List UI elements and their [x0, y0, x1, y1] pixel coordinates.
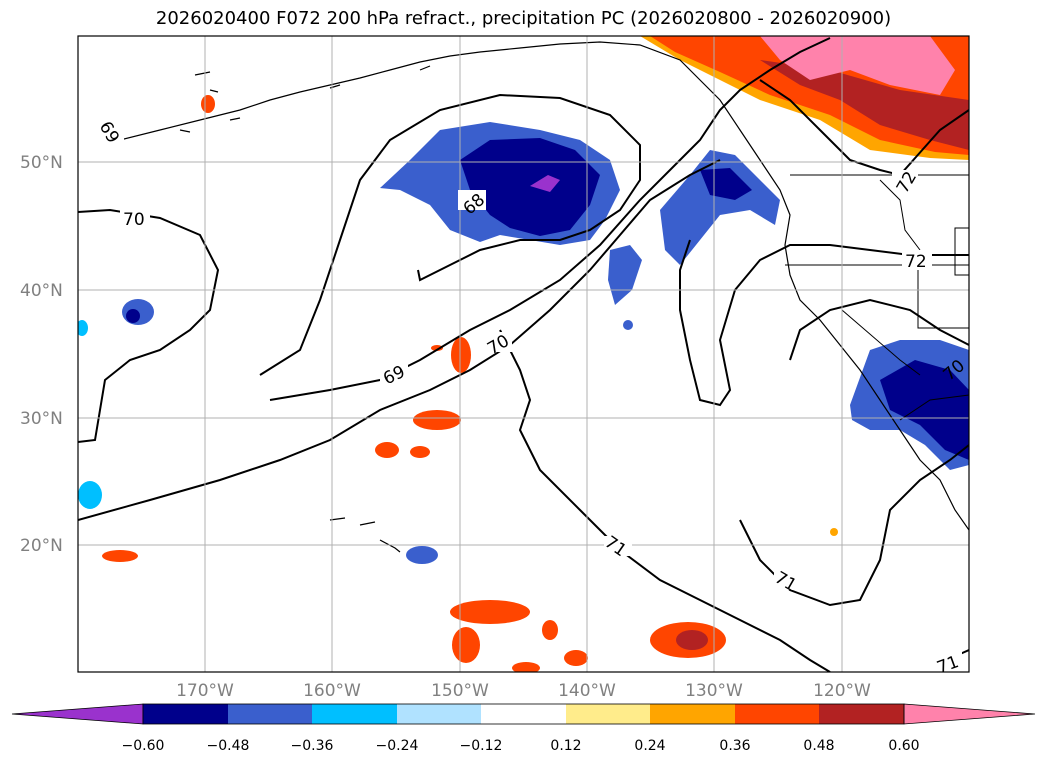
lat-label: 50°N: [20, 153, 63, 173]
colorbar-tick: 0.36: [719, 738, 750, 754]
lon-label: 140°W: [558, 681, 616, 701]
precip-positive-region: [201, 95, 215, 113]
precip-positive-region: [676, 630, 708, 650]
lon-label: 150°W: [431, 681, 489, 701]
precip-positive-region: [431, 345, 443, 351]
colorbar-tick: 0.12: [550, 738, 581, 754]
lon-label: 120°W: [813, 681, 871, 701]
precip-positive-region: [760, 60, 969, 150]
precip-positive-region: [452, 627, 480, 663]
precip-positive-region: [542, 620, 558, 640]
precip-positive-region: [102, 550, 138, 562]
colorbar-swatch: [735, 704, 819, 724]
colorbar-tick: −0.48: [207, 738, 250, 754]
colorbar-swatch: [228, 704, 312, 724]
precip-positive-region: [830, 528, 838, 536]
colorbar-swatch: [143, 704, 228, 724]
colorbar-swatch: [819, 704, 904, 724]
precip-negative-region: [126, 309, 140, 323]
precip-negative-region: [78, 320, 88, 336]
precip-positive-region: [564, 650, 588, 666]
colorbar-swatch: [650, 704, 735, 724]
map-title: 2026020400 F072 200 hPa refract., precip…: [155, 8, 892, 29]
colorbar-tick: −0.24: [376, 738, 419, 754]
colorbar-extend-high: [903, 703, 1036, 725]
precip-negative-region: [700, 168, 752, 200]
contour-label: 70: [123, 210, 145, 230]
colorbar-tick: 0.48: [803, 738, 834, 754]
precip-negative-region: [880, 360, 969, 460]
colorbar-swatch: [481, 704, 566, 724]
colorbar-swatch: [397, 704, 481, 724]
precip-negative-region: [406, 546, 438, 564]
lat-label: 30°N: [20, 409, 63, 429]
precip-positive-region: [451, 337, 471, 373]
precip-negative-region: [530, 175, 560, 192]
colorbar: −0.60 −0.48 −0.36 −0.24 −0.12 0.12 0.24 …: [11, 703, 1036, 754]
colorbar-tick: −0.36: [291, 738, 334, 754]
colorbar-tick: 0.60: [888, 738, 919, 754]
precip-negative-region: [660, 150, 780, 265]
colorbar-tick: 0.24: [634, 738, 665, 754]
colorbar-tick: −0.60: [122, 738, 165, 754]
colorbar-extend-low: [11, 703, 144, 725]
lat-label: 20°N: [20, 536, 63, 556]
lon-label: 170°W: [176, 681, 234, 701]
precip-positive-region: [413, 410, 461, 430]
precip-negative-region: [623, 320, 633, 330]
lon-label: 160°W: [303, 681, 361, 701]
map-frame: [77, 35, 970, 673]
precip-negative-region: [78, 481, 102, 509]
lat-label: 40°N: [20, 281, 63, 301]
precip-positive-region: [512, 662, 540, 672]
colorbar-swatch: [566, 704, 650, 724]
precip-positive-region: [760, 36, 955, 95]
precip-positive-region: [410, 446, 430, 458]
precip-negative-region: [608, 245, 642, 305]
colorbar-tick: −0.12: [460, 738, 503, 754]
lon-label: 130°W: [685, 681, 743, 701]
precip-positive-region: [375, 442, 399, 458]
map-area: 70 69 68 69 70 71 71 71 72 72 70: [78, 36, 969, 678]
contour-label: 71: [934, 652, 961, 678]
precip-positive-region: [450, 600, 530, 624]
graticule: [78, 36, 969, 672]
contour-label: 72: [905, 252, 927, 272]
colorbar-swatch: [312, 704, 397, 724]
